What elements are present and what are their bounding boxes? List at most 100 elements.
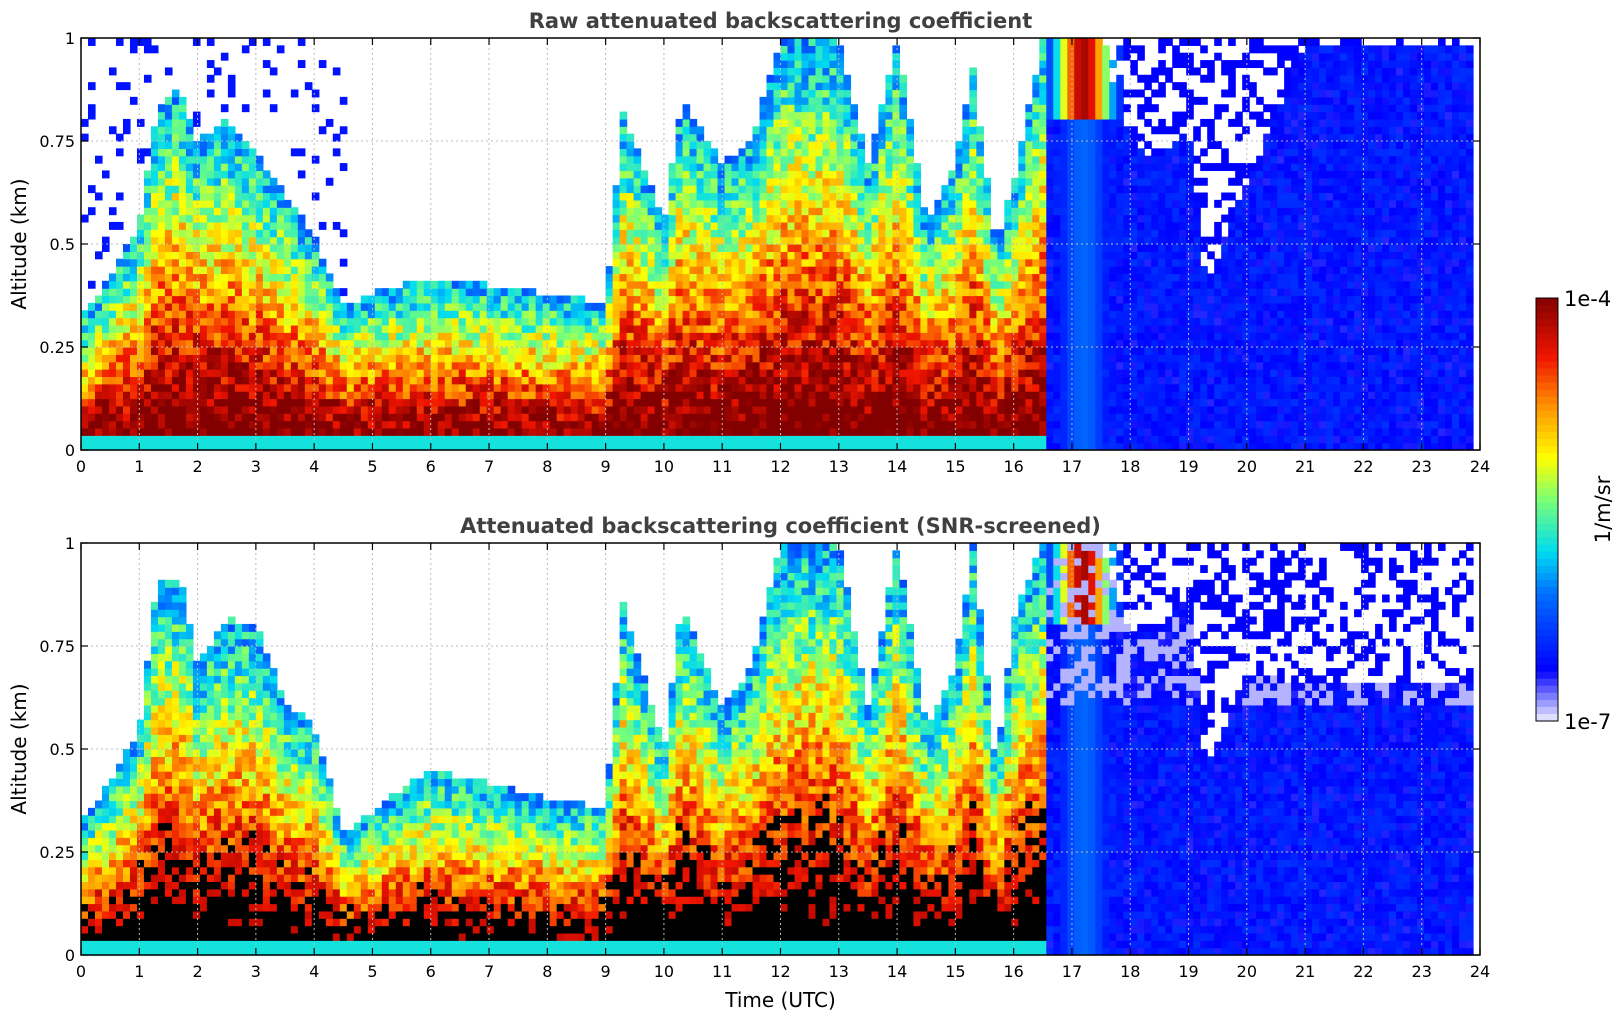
x-tick-label: 19 — [1178, 962, 1198, 981]
colorbar-swatch — [1536, 580, 1558, 588]
x-tick-label: 14 — [887, 962, 907, 981]
colorbar-swatch — [1536, 368, 1558, 377]
colorbar-swatch — [1536, 587, 1558, 595]
colorbar-swatch — [1536, 622, 1558, 630]
y-tick-label: 0.75 — [39, 637, 75, 656]
colorbar-max-label: 1e-4 — [1564, 287, 1611, 311]
colorbar-swatch — [1536, 340, 1558, 348]
x-tick-label: 1 — [134, 962, 144, 981]
x-tick-label: 7 — [484, 962, 494, 981]
colorbar-units-label: 1/m/sr — [1591, 475, 1615, 543]
colorbar-swatch — [1536, 439, 1558, 447]
x-tick-label: 21 — [1295, 457, 1315, 476]
colorbar-swatch — [1536, 333, 1558, 341]
colorbar-swatch — [1536, 551, 1558, 560]
y-tick-label: 0 — [65, 441, 75, 460]
x-tick-label: 15 — [945, 457, 965, 476]
colorbar-swatch — [1536, 636, 1558, 645]
colorbar-swatch — [1536, 657, 1558, 666]
x-tick-label: 12 — [770, 962, 790, 981]
colorbar-swatch — [1536, 643, 1558, 652]
x-axis-label: Time (UTC) — [724, 988, 836, 1012]
x-tick-label: 11 — [712, 962, 732, 981]
grid — [81, 543, 1480, 955]
colorbar-swatch — [1536, 326, 1558, 334]
colorbar-swatch — [1536, 382, 1558, 391]
x-tick-label: 19 — [1178, 457, 1198, 476]
x-tick-label: 18 — [1120, 457, 1140, 476]
y-tick-label: 0.25 — [39, 843, 75, 862]
colorbar-swatch — [1536, 516, 1558, 525]
heatmap-image — [81, 38, 1474, 451]
x-tick-label: 13 — [829, 962, 849, 981]
colorbar-swatch — [1536, 460, 1558, 468]
x-tick-label: 8 — [542, 962, 552, 981]
x-tick-label: 16 — [1003, 457, 1023, 476]
x-tick-label: 8 — [542, 457, 552, 476]
x-tick-label: 15 — [945, 962, 965, 981]
colorbar-swatch — [1536, 403, 1558, 412]
y-axis-label: Altitude (km) — [7, 178, 31, 309]
colorbar-swatch — [1536, 417, 1558, 426]
colorbar-swatch — [1536, 692, 1558, 701]
x-tick-label: 20 — [1237, 457, 1257, 476]
colorbar-swatch — [1536, 594, 1558, 602]
colorbar-swatch — [1536, 523, 1558, 532]
x-tick-label: 24 — [1470, 962, 1490, 981]
x-tick-label: 2 — [192, 457, 202, 476]
x-tick-label: 2 — [192, 962, 202, 981]
colorbar-swatch — [1536, 495, 1558, 504]
colorbar-swatch — [1536, 544, 1558, 553]
colorbar-swatch — [1536, 509, 1558, 518]
colorbar-swatch — [1536, 615, 1558, 623]
y-tick-label: 0.25 — [39, 338, 75, 357]
x-tick-label: 0 — [76, 962, 86, 981]
x-tick-label: 14 — [887, 457, 907, 476]
x-tick-label: 10 — [654, 962, 674, 981]
x-tick-label: 24 — [1470, 457, 1490, 476]
x-tick-label: 5 — [367, 457, 377, 476]
x-tick-label: 21 — [1295, 962, 1315, 981]
colorbar-swatch — [1536, 431, 1558, 440]
colorbar-min-label: 1e-7 — [1564, 710, 1611, 734]
colorbar-swatch — [1536, 572, 1558, 581]
x-tick-label: 7 — [484, 457, 494, 476]
colorbar-swatch — [1536, 481, 1558, 489]
y-tick-label: 0.75 — [39, 132, 75, 151]
x-tick-label: 1 — [134, 457, 144, 476]
y-tick-label: 1 — [65, 29, 75, 48]
colorbar-swatch — [1536, 706, 1558, 715]
colorbar-swatch — [1536, 488, 1558, 496]
x-tick-label: 4 — [309, 457, 319, 476]
x-tick-label: 9 — [601, 962, 611, 981]
x-tick-label: 22 — [1353, 457, 1373, 476]
x-tick-label: 11 — [712, 457, 732, 476]
colorbar-swatch — [1536, 474, 1558, 482]
colorbar-swatch — [1536, 685, 1558, 694]
x-tick-label: 16 — [1003, 962, 1023, 981]
x-tick-label: 23 — [1412, 962, 1432, 981]
colorbar-swatch — [1536, 699, 1558, 708]
y-tick-label: 0.5 — [50, 235, 75, 254]
x-tick-label: 17 — [1062, 962, 1082, 981]
colorbar-swatch — [1536, 375, 1558, 384]
x-tick-label: 0 — [76, 457, 86, 476]
colorbar-swatch — [1536, 446, 1558, 454]
x-tick-label: 3 — [251, 962, 261, 981]
colorbar-swatch — [1536, 713, 1558, 722]
y-tick-label: 0 — [65, 946, 75, 965]
colorbar-swatch — [1536, 389, 1558, 398]
x-tick-label: 12 — [770, 457, 790, 476]
colorbar-swatch — [1536, 558, 1558, 567]
y-axis-label: Altitude (km) — [7, 683, 31, 814]
x-tick-label: 9 — [601, 457, 611, 476]
x-tick-label: 13 — [829, 457, 849, 476]
colorbar-swatch — [1536, 319, 1558, 327]
colorbar-swatch — [1536, 664, 1558, 673]
colorbar-swatch — [1536, 537, 1558, 546]
colorbar-swatch — [1536, 565, 1558, 574]
chart-title: Raw attenuated backscattering coefficien… — [529, 9, 1033, 33]
colorbar-frame — [1535, 297, 1559, 722]
colorbar-swatch — [1536, 650, 1558, 659]
x-tick-label: 17 — [1062, 457, 1082, 476]
